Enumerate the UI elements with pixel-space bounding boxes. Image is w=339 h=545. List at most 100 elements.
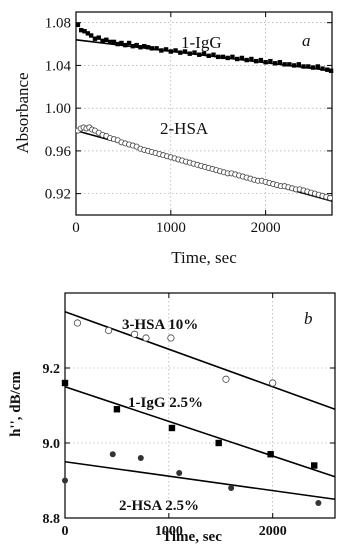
x-tick-label: 0 xyxy=(72,220,80,236)
data-point xyxy=(315,500,322,506)
y-tick-label: 1.04 xyxy=(45,58,72,74)
x-tick-label: 2000 xyxy=(251,220,281,236)
data-point xyxy=(176,470,183,476)
data-point xyxy=(287,62,292,67)
data-point xyxy=(263,60,268,65)
data-point xyxy=(138,45,143,50)
data-point xyxy=(215,439,222,447)
data-point xyxy=(79,27,84,33)
data-point xyxy=(168,424,176,432)
data-point xyxy=(234,56,240,62)
data-point xyxy=(272,61,278,66)
series-label-hsa10: 3-HSA 10% xyxy=(122,317,198,333)
chart-panel-a: 0 1000 2000 0.92 0.96 1.00 1.04 1.08 1-IgG 2-HS… xyxy=(13,11,334,267)
data-point xyxy=(119,40,124,46)
series-label-igg25: 1-IgG 2.5% xyxy=(128,395,203,411)
y-tick-label: 1.08 xyxy=(45,16,71,32)
data-point xyxy=(258,57,264,63)
y-tick-label: 0.92 xyxy=(45,187,71,203)
data-point xyxy=(142,43,147,49)
data-point xyxy=(130,43,136,49)
data-point xyxy=(310,65,316,70)
ticks-b: 0 1000 2000 8.8 9.0 9.2 xyxy=(43,293,335,539)
fit-line xyxy=(64,460,336,501)
data-point xyxy=(73,319,82,327)
y-tick-label: 8.8 xyxy=(43,512,61,527)
data-point xyxy=(328,68,334,73)
data-point xyxy=(134,42,139,48)
data-point xyxy=(92,36,98,41)
data-point xyxy=(104,37,109,42)
data-points-b xyxy=(61,319,322,506)
series-label-hsa: 2-HSA xyxy=(160,119,209,138)
data-point xyxy=(228,485,235,491)
data-point xyxy=(320,66,325,71)
data-point xyxy=(267,451,274,458)
y-axis-label-a: Absorbance xyxy=(13,72,32,153)
data-point xyxy=(327,194,334,201)
x-axis-label-b: Time, sec xyxy=(162,529,222,545)
data-point xyxy=(253,58,259,64)
data-point xyxy=(107,39,113,45)
series-label-hsa25: 2-HSA 2.5% xyxy=(119,498,199,514)
data-point xyxy=(168,49,174,54)
y-tick-label: 9.2 xyxy=(43,362,61,377)
data-point xyxy=(187,51,192,56)
data-point xyxy=(109,451,116,458)
data-point xyxy=(142,334,150,342)
data-point xyxy=(159,48,164,53)
data-point xyxy=(296,62,302,67)
data-point xyxy=(137,455,144,461)
data-point xyxy=(220,54,226,60)
data-point xyxy=(225,55,230,61)
data-point xyxy=(230,54,235,60)
x-tick-label: 0 xyxy=(62,524,69,539)
data-point xyxy=(269,379,277,387)
y-tick-label: 0.96 xyxy=(45,144,72,160)
data-point xyxy=(149,46,155,51)
data-point xyxy=(130,330,139,338)
data-point xyxy=(206,53,211,59)
data-point xyxy=(61,379,69,387)
data-point xyxy=(249,56,254,62)
ticks-a: 0 1000 2000 0.92 0.96 1.00 1.04 1.08 xyxy=(45,12,332,236)
x-tick-label: 1000 xyxy=(155,524,183,539)
data-point xyxy=(311,462,318,469)
x-axis-label-a: Time, sec xyxy=(171,248,237,267)
data-point xyxy=(100,38,105,44)
data-point xyxy=(82,29,87,34)
data-point xyxy=(115,41,120,47)
data-point xyxy=(182,49,188,54)
data-point xyxy=(216,54,221,60)
data-point xyxy=(239,55,245,61)
data-point xyxy=(154,46,159,51)
series-label-igg: 1-IgG xyxy=(181,33,222,52)
data-point xyxy=(173,48,178,53)
data-point xyxy=(201,51,207,56)
data-point xyxy=(167,334,175,342)
data-point xyxy=(282,62,287,67)
data-point xyxy=(306,64,311,69)
data-point xyxy=(211,52,216,57)
panel-label-b: b xyxy=(304,309,313,328)
x-tick-label: 2000 xyxy=(259,524,287,539)
data-point xyxy=(126,40,132,46)
data-point xyxy=(325,67,330,72)
data-point xyxy=(291,63,297,68)
fit-line xyxy=(64,385,336,478)
data-point xyxy=(62,477,68,484)
data-points-a xyxy=(74,22,334,201)
data-point xyxy=(123,42,128,48)
y-tick-label: 1.00 xyxy=(45,101,71,117)
data-point xyxy=(192,50,197,55)
data-point xyxy=(75,22,81,28)
data-point xyxy=(222,375,230,383)
x-tick-label: 1000 xyxy=(156,220,186,236)
panel-label-a: a xyxy=(302,31,311,50)
plot-frame-a xyxy=(75,11,333,216)
data-point xyxy=(111,39,117,45)
data-point xyxy=(163,47,169,52)
data-point xyxy=(277,60,283,65)
